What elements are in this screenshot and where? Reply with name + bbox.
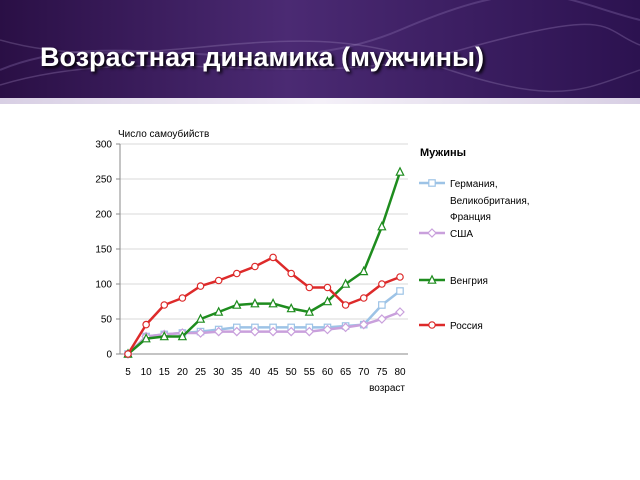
data-point [427, 228, 437, 238]
data-point [377, 221, 387, 231]
data-point [159, 330, 169, 341]
legend-label: Великобритания, [450, 195, 530, 207]
y-axis-label: Число самоубийств [118, 128, 209, 140]
data-point [268, 298, 278, 308]
data-point [323, 283, 332, 292]
data-point [377, 314, 387, 324]
data-point [395, 166, 405, 176]
data-point [359, 265, 369, 276]
data-point [250, 326, 260, 337]
legend-label: Германия, [450, 179, 498, 190]
x-tick-label: 80 [394, 367, 406, 378]
x-tick-label: 75 [376, 367, 388, 378]
chart-series [123, 166, 405, 359]
legend-title: Мужины [420, 147, 466, 159]
data-point [340, 278, 351, 288]
data-point [195, 328, 206, 338]
x-tick-label: 45 [268, 367, 280, 378]
series-line [127, 310, 401, 355]
data-point [358, 319, 369, 330]
data-point [428, 179, 436, 187]
x-tick-label: 70 [358, 367, 370, 378]
data-point [428, 321, 436, 329]
data-point [232, 299, 242, 309]
data-point [359, 294, 368, 302]
title-banner [0, 0, 640, 100]
series-4 [124, 253, 404, 358]
chart-grid [120, 143, 408, 320]
data-point [160, 301, 169, 309]
data-point [395, 307, 405, 317]
legend-label: США [450, 229, 473, 240]
data-point [340, 322, 351, 333]
data-point [195, 313, 206, 323]
x-tick-label: 25 [195, 367, 207, 378]
data-point [396, 273, 404, 281]
data-point [124, 350, 132, 358]
x-tick-label: 40 [249, 367, 261, 378]
y-tick-label: 200 [95, 210, 112, 221]
data-point [250, 298, 260, 308]
legend: Мужины Германия, Великобритания, Франция СШ… [419, 147, 530, 332]
y-tick-label: 50 [101, 315, 113, 326]
data-point [378, 301, 386, 309]
x-tick-label: 30 [213, 367, 225, 378]
chart-axes [116, 143, 408, 355]
x-tick-label: 20 [177, 367, 189, 378]
data-point [214, 276, 223, 285]
series-line [126, 256, 401, 355]
data-point [231, 326, 242, 337]
data-point [305, 283, 314, 292]
data-point [304, 306, 315, 316]
y-tick-label: 150 [95, 245, 112, 256]
data-point [396, 287, 404, 295]
x-tick-label: 15 [159, 367, 171, 378]
data-point [251, 262, 259, 271]
legend-label: Франция [450, 212, 491, 223]
x-axis-label: возраст [369, 383, 405, 394]
y-tick-label: 250 [95, 175, 112, 186]
data-point [177, 330, 188, 341]
data-point [233, 269, 241, 278]
y-tick-label: 0 [106, 350, 112, 361]
x-tick-label: 55 [304, 367, 316, 378]
series-3 [123, 166, 405, 358]
data-point [304, 326, 315, 337]
x-tick-label: 65 [340, 367, 352, 378]
x-tick-label: 35 [231, 367, 243, 378]
data-point [378, 280, 386, 288]
data-point [427, 274, 437, 284]
slide-title: Возрастная динамика (мужчины) [40, 42, 485, 72]
banner-decoration [0, 0, 640, 93]
y-tick-label: 100 [95, 280, 112, 291]
series-2 [123, 307, 405, 359]
legend-label: Венгрия [450, 276, 488, 287]
data-point [322, 295, 333, 306]
data-point [141, 333, 151, 343]
y-tick-labels: 0 50 100 150 200 250 300 [95, 140, 112, 361]
data-point [213, 306, 224, 316]
legend-label: Россия [450, 321, 483, 332]
data-point [142, 320, 150, 329]
data-point [286, 302, 296, 313]
x-tick-labels: 5 10 15 20 25 30 35 40 45 50 55 60 65 70 75 80 [125, 367, 406, 378]
data-point [287, 269, 296, 278]
data-point [269, 253, 277, 262]
data-point [213, 326, 224, 337]
x-tick-label: 10 [141, 367, 153, 378]
data-point [268, 326, 278, 337]
data-point [286, 326, 297, 337]
y-tick-label: 300 [95, 140, 112, 151]
data-point [322, 324, 333, 335]
data-point [178, 294, 187, 302]
x-tick-label: 5 [125, 367, 131, 378]
series-line [127, 171, 402, 355]
x-tick-label: 60 [322, 367, 334, 378]
x-tick-label: 50 [286, 367, 298, 378]
data-point [196, 282, 205, 290]
banner-stripe [0, 98, 640, 104]
data-point [341, 301, 350, 309]
